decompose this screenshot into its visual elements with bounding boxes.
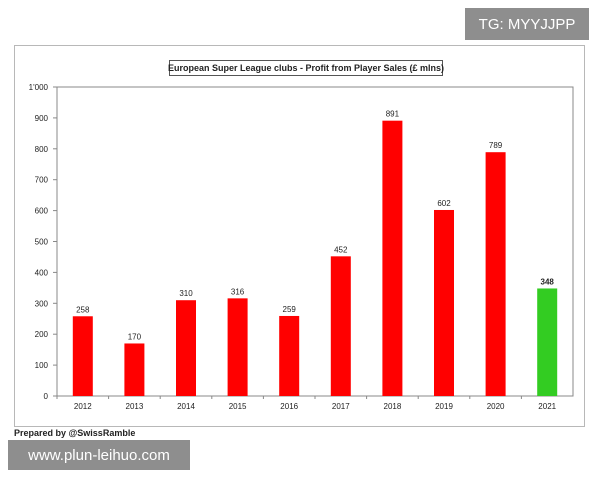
credit-text: Prepared by @SwissRamble xyxy=(14,428,136,438)
chart-title: European Super League clubs - Profit fro… xyxy=(168,60,444,76)
x-tick-label: 2016 xyxy=(280,402,298,411)
bar-2017 xyxy=(330,256,351,396)
y-tick-label: 800 xyxy=(35,145,49,154)
y-tick-label: 600 xyxy=(35,207,49,216)
y-tick-label: 400 xyxy=(35,268,49,277)
x-tick-label: 2019 xyxy=(435,402,453,411)
y-tick-label: 100 xyxy=(35,361,49,370)
data-label-2020: 789 xyxy=(489,141,503,150)
x-tick-label: 2013 xyxy=(126,402,144,411)
x-tick-label: 2012 xyxy=(74,402,92,411)
data-label-2019: 602 xyxy=(437,199,451,208)
x-tick-label: 2021 xyxy=(538,402,556,411)
bar-2013 xyxy=(124,343,145,396)
x-tick-label: 2014 xyxy=(177,402,195,411)
bar-2018 xyxy=(382,120,403,396)
bar-2014 xyxy=(176,300,196,396)
bar-2015 xyxy=(227,298,248,396)
watermark-top: TG: MYYJJPP xyxy=(465,8,589,40)
x-tick-label: 2020 xyxy=(487,402,505,411)
data-label-2012: 258 xyxy=(76,305,90,314)
watermark-bottom: www.plun-leihuo.com xyxy=(8,440,190,470)
bar-2021 xyxy=(537,288,558,396)
y-tick-label: 700 xyxy=(35,176,49,185)
bar-2019 xyxy=(434,209,454,396)
y-tick-label: 300 xyxy=(35,299,49,308)
data-label-2018: 891 xyxy=(386,110,400,119)
x-tick-label: 2017 xyxy=(332,402,350,411)
data-label-2013: 170 xyxy=(128,332,142,341)
data-label-2021: 348 xyxy=(541,277,555,286)
data-label-2017: 452 xyxy=(334,245,348,254)
bar-2012 xyxy=(72,316,93,396)
y-tick-label: 900 xyxy=(35,114,49,123)
data-label-2015: 316 xyxy=(231,287,245,296)
y-tick-label: 500 xyxy=(35,238,49,247)
x-tick-label: 2018 xyxy=(384,402,402,411)
data-label-2014: 310 xyxy=(179,289,193,298)
x-tick-label: 2015 xyxy=(229,402,247,411)
y-tick-label: 0 xyxy=(44,392,49,401)
data-label-2016: 259 xyxy=(283,305,297,314)
bar-2016 xyxy=(279,315,300,396)
y-tick-label: 200 xyxy=(35,330,49,339)
bar-2020 xyxy=(485,152,506,396)
y-tick-label: 1'000 xyxy=(29,83,49,92)
